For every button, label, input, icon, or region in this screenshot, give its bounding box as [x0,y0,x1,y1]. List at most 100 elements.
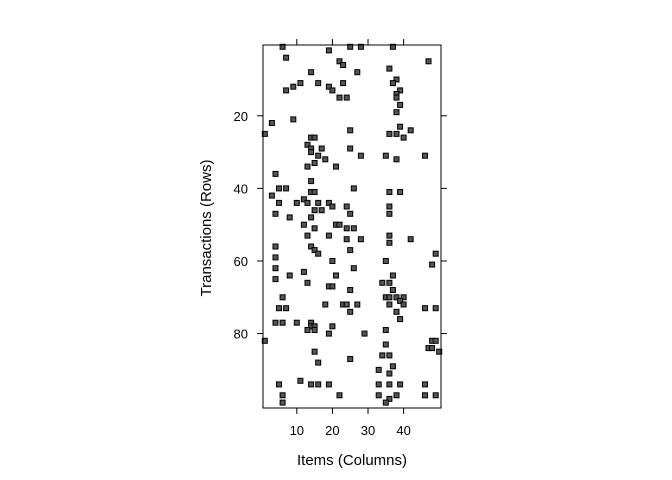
data-point [315,381,322,388]
data-point [429,261,436,268]
y-tick-label: 80 [234,327,248,342]
data-point [311,134,318,141]
data-point [432,337,439,344]
data-point [322,156,329,163]
data-point [293,319,300,326]
data-point [407,127,414,134]
data-point [272,170,279,177]
data-point [347,127,354,134]
data-point [400,294,407,301]
data-point [308,178,315,185]
data-point [389,43,396,50]
x-axis-title: Items (Columns) [297,452,407,469]
data-point [400,134,407,141]
data-point [422,381,428,388]
data-point [336,58,343,65]
data-point [347,287,354,293]
data-point [350,225,357,232]
data-point [386,301,393,308]
data-point [272,254,279,261]
data-point [343,236,350,243]
data-point [386,352,393,359]
data-point [354,69,361,76]
data-point [343,225,350,232]
data-point [343,203,350,210]
data-point [325,83,332,90]
data-point [304,141,311,148]
data-point [397,101,404,108]
y-tick-label: 60 [234,254,248,269]
data-point [386,381,393,388]
data-point [311,160,318,166]
data-point [375,366,382,373]
data-point [343,301,350,308]
plot-frame [262,44,442,409]
data-point [276,199,282,206]
data-point [422,392,428,399]
data-point [432,305,439,312]
data-point [283,87,290,94]
data-point [397,381,404,388]
data-point [400,301,407,308]
data-point [382,327,389,333]
data-point [297,377,304,384]
data-point [315,359,322,366]
data-point [407,236,414,243]
data-point [304,327,311,333]
data-point [436,348,443,355]
data-point [336,392,343,399]
data-point [272,243,279,250]
data-point [389,80,396,87]
data-point [357,152,364,159]
data-point [308,381,315,388]
data-point [283,305,290,312]
data-point [386,239,393,246]
data-point [308,243,315,250]
data-point [386,210,393,217]
data-point [357,236,364,243]
data-point [308,69,315,76]
data-point [311,348,318,355]
x-tick-label: 20 [325,423,339,438]
data-point [325,199,332,206]
data-point [393,130,400,137]
data-point [432,250,439,257]
data-point [283,185,290,192]
data-point [272,276,279,283]
data-point [333,272,339,279]
data-point [329,87,336,94]
data-point [329,283,336,290]
data-point [347,356,354,362]
data-point [357,43,364,50]
data-point [318,145,325,152]
data-point [272,265,279,272]
data-point [386,130,393,137]
data-point [325,232,332,239]
data-point [304,232,311,239]
data-point [386,232,393,239]
data-point [315,250,322,257]
data-point [308,149,315,156]
y-axis: 20 40 60 80 [234,109,447,342]
data-point [382,341,389,348]
data-point [347,308,354,315]
data-point [386,189,393,195]
data-point [393,308,400,315]
data-point [389,272,396,279]
data-point [272,210,279,217]
points-layer [261,43,443,406]
x-tick-label: 10 [290,423,304,438]
data-point [382,258,389,264]
data-point [386,65,393,72]
y-axis-title: Transactions (Rows) [198,160,215,297]
data-point [386,279,393,286]
data-point [393,392,400,399]
data-point [315,80,322,87]
data-point [325,47,332,54]
data-point [422,152,428,159]
data-point [276,381,282,388]
data-point [268,120,275,126]
data-point [329,203,336,210]
